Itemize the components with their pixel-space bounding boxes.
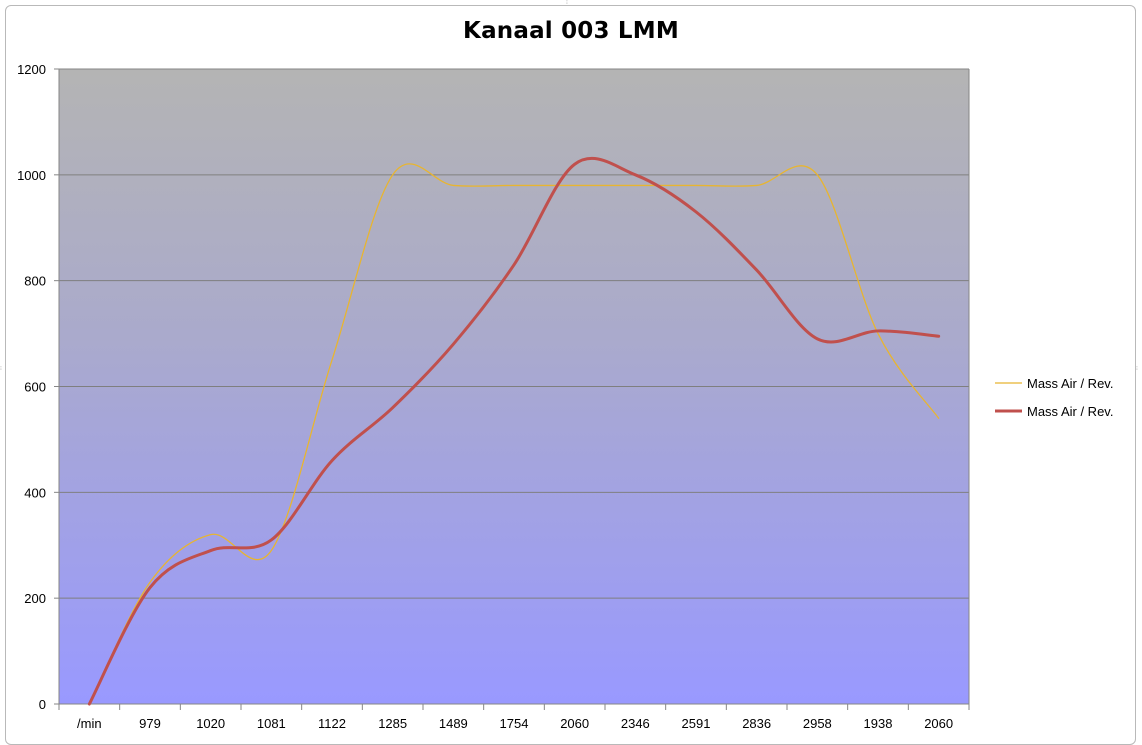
x-tick-label: 1754 [500,716,529,731]
y-tick-label: 200 [24,591,46,606]
axes [54,68,970,710]
x-tick-label: 1020 [196,716,225,731]
y-tick-label: 1200 [17,62,46,77]
y-tick-label: 600 [24,380,46,395]
x-tick-label: 2346 [621,716,650,731]
y-tick-label: 800 [24,274,46,289]
x-tick-label: 2060 [560,716,589,731]
x-axis-tick-labels: /min 979 1020 1081 1122 1285 1489 1754 2060 2346 2… [77,716,953,731]
chart-title: Kanaal 003 LMM [463,18,679,44]
x-tick-label: 1938 [864,716,893,731]
legend-label: Mass Air / Rev. [1027,376,1113,391]
resize-handle-right[interactable]: ⁝ [1136,366,1138,372]
y-tick-label: 1000 [17,168,46,183]
x-tick-label: 1285 [378,716,407,731]
x-tick-label: 2591 [682,716,711,731]
resize-handle-left[interactable]: ⁝ [0,366,2,372]
series-line-2 [87,157,941,706]
x-tick-label: 2836 [742,716,771,731]
series-lines [87,157,941,706]
y-tick-label: 0 [39,697,46,712]
x-tick-label: 1122 [318,716,346,731]
x-tick-label: 979 [139,716,161,731]
x-tick-label: 2958 [803,716,832,731]
legend-label: Mass Air / Rev. [1027,404,1113,419]
y-tick-label: 400 [24,485,46,500]
x-tick-label: /min [77,716,102,731]
y-axis-tick-labels: 0 200 400 600 800 1000 1200 [17,62,46,712]
series-line-1 [88,163,940,705]
x-tick-label: 2060 [924,716,953,731]
legend: Mass Air / Rev. Mass Air / Rev. [995,376,1113,419]
x-tick-label: 1081 [257,716,286,731]
x-tick-label: 1489 [439,716,468,731]
resize-handle-top[interactable]: ⁝ [566,0,568,6]
